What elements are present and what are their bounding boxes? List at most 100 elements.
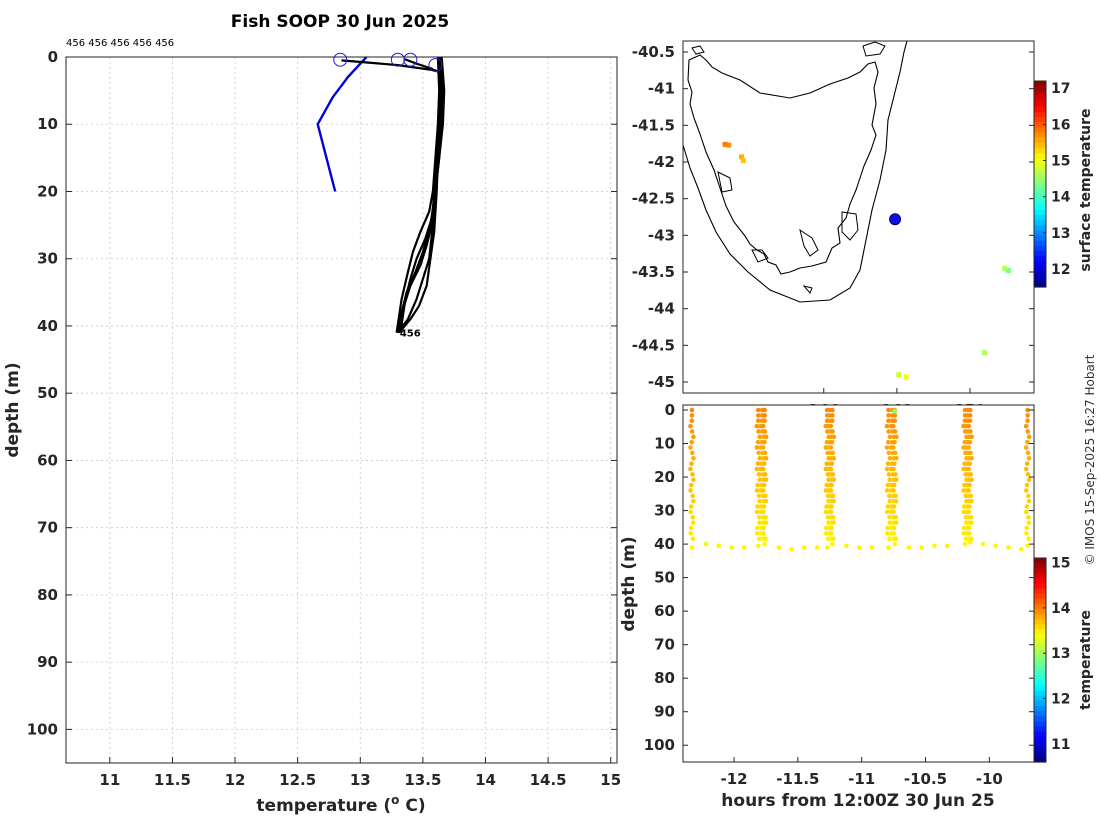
- temperature-colorbar-segment: [1034, 736, 1046, 743]
- vessel-position-marker: [889, 213, 902, 226]
- time-depth-point: [967, 413, 973, 418]
- time-depth-point: [891, 531, 896, 536]
- profile-y-tick-label: 10: [37, 115, 58, 133]
- profile-x-tick-label: 14: [475, 771, 496, 789]
- time-depth-x-tick-label: -11.5: [776, 770, 819, 788]
- time-depth-point: [1024, 509, 1029, 515]
- map-lat-tick-label: -41: [648, 80, 675, 98]
- time-depth-point: [1025, 413, 1030, 418]
- profile-line-black-cast-5: [398, 56, 443, 334]
- time-depth-point: [756, 536, 762, 542]
- surface-temperature-colorbar-segment: [1034, 250, 1046, 257]
- time-depth-point: [830, 407, 835, 413]
- time-depth-point: [754, 509, 760, 515]
- map-lat-tick-label: -42.5: [632, 190, 675, 208]
- time-depth-point: [690, 520, 696, 525]
- surface-temperature-colorbar-segment: [1034, 91, 1046, 98]
- profile-x-tick-label: 11: [99, 771, 120, 789]
- time-depth-point: [1026, 514, 1031, 520]
- map-latitude-ticks: -40.5 -41 -41.5 -42 -42.5 -43 -43.5 -44 -44.5 -45: [632, 43, 1034, 391]
- temperature-colorbar-segment: [1034, 690, 1046, 697]
- time-depth-point: [828, 445, 834, 450]
- profile-y-tick-label: 60: [37, 451, 58, 469]
- surface-temperature-colorbar-segment: [1034, 142, 1046, 149]
- surface-temperature-colorbar-segment: [1034, 220, 1046, 226]
- time-depth-point: [893, 514, 899, 520]
- time-depth-bottom-point: [869, 545, 875, 550]
- time-depth-point: [886, 418, 891, 424]
- surface-temperature-colorbar-segment: [1034, 230, 1046, 237]
- time-depth-point: [761, 531, 766, 536]
- time-depth-point: [887, 434, 893, 440]
- surface-temperature-colorbar-segment: [1034, 132, 1046, 139]
- time-depth-point: [689, 450, 695, 456]
- surface-temperature-colorbar-segment: [1034, 153, 1046, 159]
- temperature-colorbar-segment: [1034, 711, 1046, 717]
- time-depth-point: [969, 455, 974, 461]
- time-depth-point: [828, 509, 834, 515]
- time-depth-point: [1026, 434, 1032, 440]
- time-depth-point: [1026, 520, 1032, 525]
- time-depth-bottom-point: [741, 545, 747, 550]
- profile-y-tick-label: 100: [27, 720, 58, 738]
- time-depth-bottom-point: [993, 543, 999, 549]
- profile-x-label: temperature (o C): [256, 793, 425, 816]
- tasmania-coastline: [682, 40, 908, 303]
- surface-temperature-colorbar-segment: [1034, 199, 1046, 206]
- time-depth-point: [688, 488, 693, 493]
- time-depth-point: [887, 514, 892, 520]
- surface-temperature-colorbar-segment: [1034, 127, 1046, 134]
- time-depth-x-tick-label: -11: [848, 770, 875, 788]
- time-depth-point: [887, 477, 893, 483]
- time-depth-point: [760, 423, 766, 429]
- map-surface-point: [740, 158, 746, 164]
- surface-temperature-colorbar-tick-label: 12: [1051, 262, 1070, 278]
- time-depth-point: [831, 477, 837, 483]
- time-depth-point: [690, 493, 695, 499]
- time-depth-point: [891, 525, 897, 531]
- time-depth-bottom-point: [830, 541, 835, 547]
- time-depth-point: [892, 429, 898, 434]
- time-depth-point: [884, 445, 890, 450]
- temperature-colorbar-segment: [1034, 629, 1046, 636]
- time-depth-point: [891, 423, 896, 429]
- time-depth-point: [830, 450, 835, 456]
- profile-surface-circle: [403, 52, 418, 67]
- time-depth-point: [1026, 493, 1031, 499]
- time-depth-bottom-point: [1025, 543, 1030, 549]
- time-depth-point: [893, 472, 898, 477]
- surface-temperature-colorbar-segment: [1034, 184, 1046, 190]
- temperature-colorbar-segment: [1034, 654, 1046, 661]
- time-depth-point: [893, 498, 899, 504]
- surface-temperature-colorbar-segment: [1034, 86, 1046, 92]
- time-depth-point: [763, 536, 768, 542]
- surface-temperature-colorbar-tick-label: 14: [1051, 190, 1071, 206]
- time-depth-point: [966, 423, 971, 429]
- temperature-colorbar-segment: [1034, 614, 1046, 620]
- time-depth-plot: -12 -11.5 -11 -10.5 -10 0 10 20 30 40 50 60 70 80 90 1…: [619, 401, 1094, 811]
- time-depth-point: [968, 472, 974, 477]
- map-surface-point: [722, 141, 728, 147]
- temperature-colorbar-segment: [1034, 583, 1046, 590]
- time-depth-point: [886, 472, 892, 477]
- profile-y-tick-label: 70: [37, 519, 58, 537]
- profile-x-tick-label: 13.5: [404, 771, 441, 789]
- time-depth-point: [756, 514, 762, 520]
- surface-temperature-colorbar-tick-label: 13: [1051, 226, 1070, 242]
- profile-x-tick-label: 12.5: [279, 771, 316, 789]
- time-depth-point: [688, 423, 693, 429]
- time-depth-bottom-point: [906, 545, 912, 550]
- surface-temperature-colorbar-segment: [1034, 189, 1046, 195]
- temperature-colorbar: 11 12 13 14 15: [1033, 556, 1071, 763]
- time-depth-point: [830, 493, 836, 499]
- time-depth-point: [762, 407, 767, 413]
- profile-x-tick-label: 15: [600, 771, 621, 789]
- time-depth-point: [830, 413, 835, 418]
- time-depth-point: [688, 525, 694, 531]
- map-surface-points: [722, 141, 1011, 380]
- temperature-colorbar-tick-label: 13: [1051, 646, 1070, 662]
- time-depth-point: [828, 423, 834, 429]
- temperature-colorbar-segment: [1034, 649, 1046, 656]
- time-depth-point: [884, 488, 890, 493]
- time-depth-y-tick-label: 90: [654, 703, 675, 721]
